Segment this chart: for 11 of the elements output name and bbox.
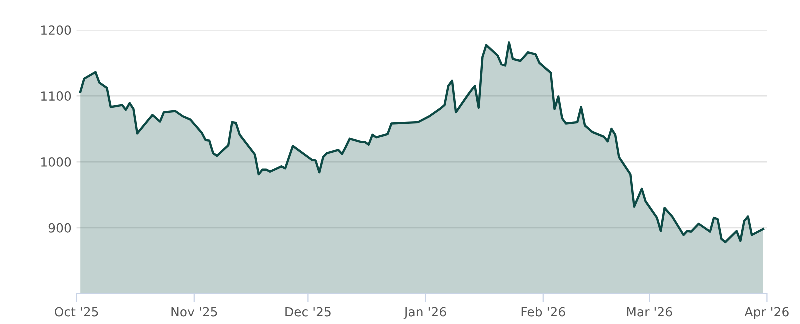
- x-tick-label: Jan '26: [404, 307, 446, 320]
- x-tick-label: Nov '25: [172, 307, 218, 317]
- x-tick-label: Apr '26: [744, 307, 789, 320]
- y-tick-label: 1000: [42, 157, 72, 167]
- x-tick-label: Mar '26: [627, 307, 672, 317]
- x-tick-label: Feb '26: [522, 307, 566, 317]
- y-tick-label: 1200: [42, 26, 72, 36]
- x-tick-label: Dec '25: [286, 307, 331, 317]
- y-tick-label: 1100: [42, 92, 72, 101]
- x-tick-label: Oct '25: [55, 307, 98, 317]
- y-tick-label: 900: [48, 223, 72, 233]
